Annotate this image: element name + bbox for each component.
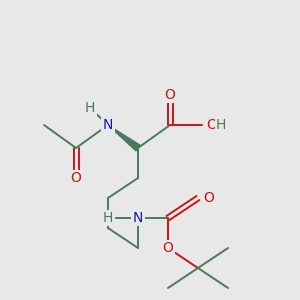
- Polygon shape: [108, 125, 140, 151]
- Text: N: N: [133, 211, 143, 225]
- Text: O: O: [206, 118, 217, 132]
- Text: O: O: [165, 88, 176, 102]
- Text: N: N: [103, 118, 113, 132]
- Text: H: H: [216, 118, 226, 132]
- Text: H: H: [103, 211, 113, 225]
- Text: O: O: [163, 241, 173, 255]
- Text: H: H: [85, 101, 95, 115]
- Text: O: O: [203, 191, 214, 205]
- Text: O: O: [70, 171, 81, 185]
